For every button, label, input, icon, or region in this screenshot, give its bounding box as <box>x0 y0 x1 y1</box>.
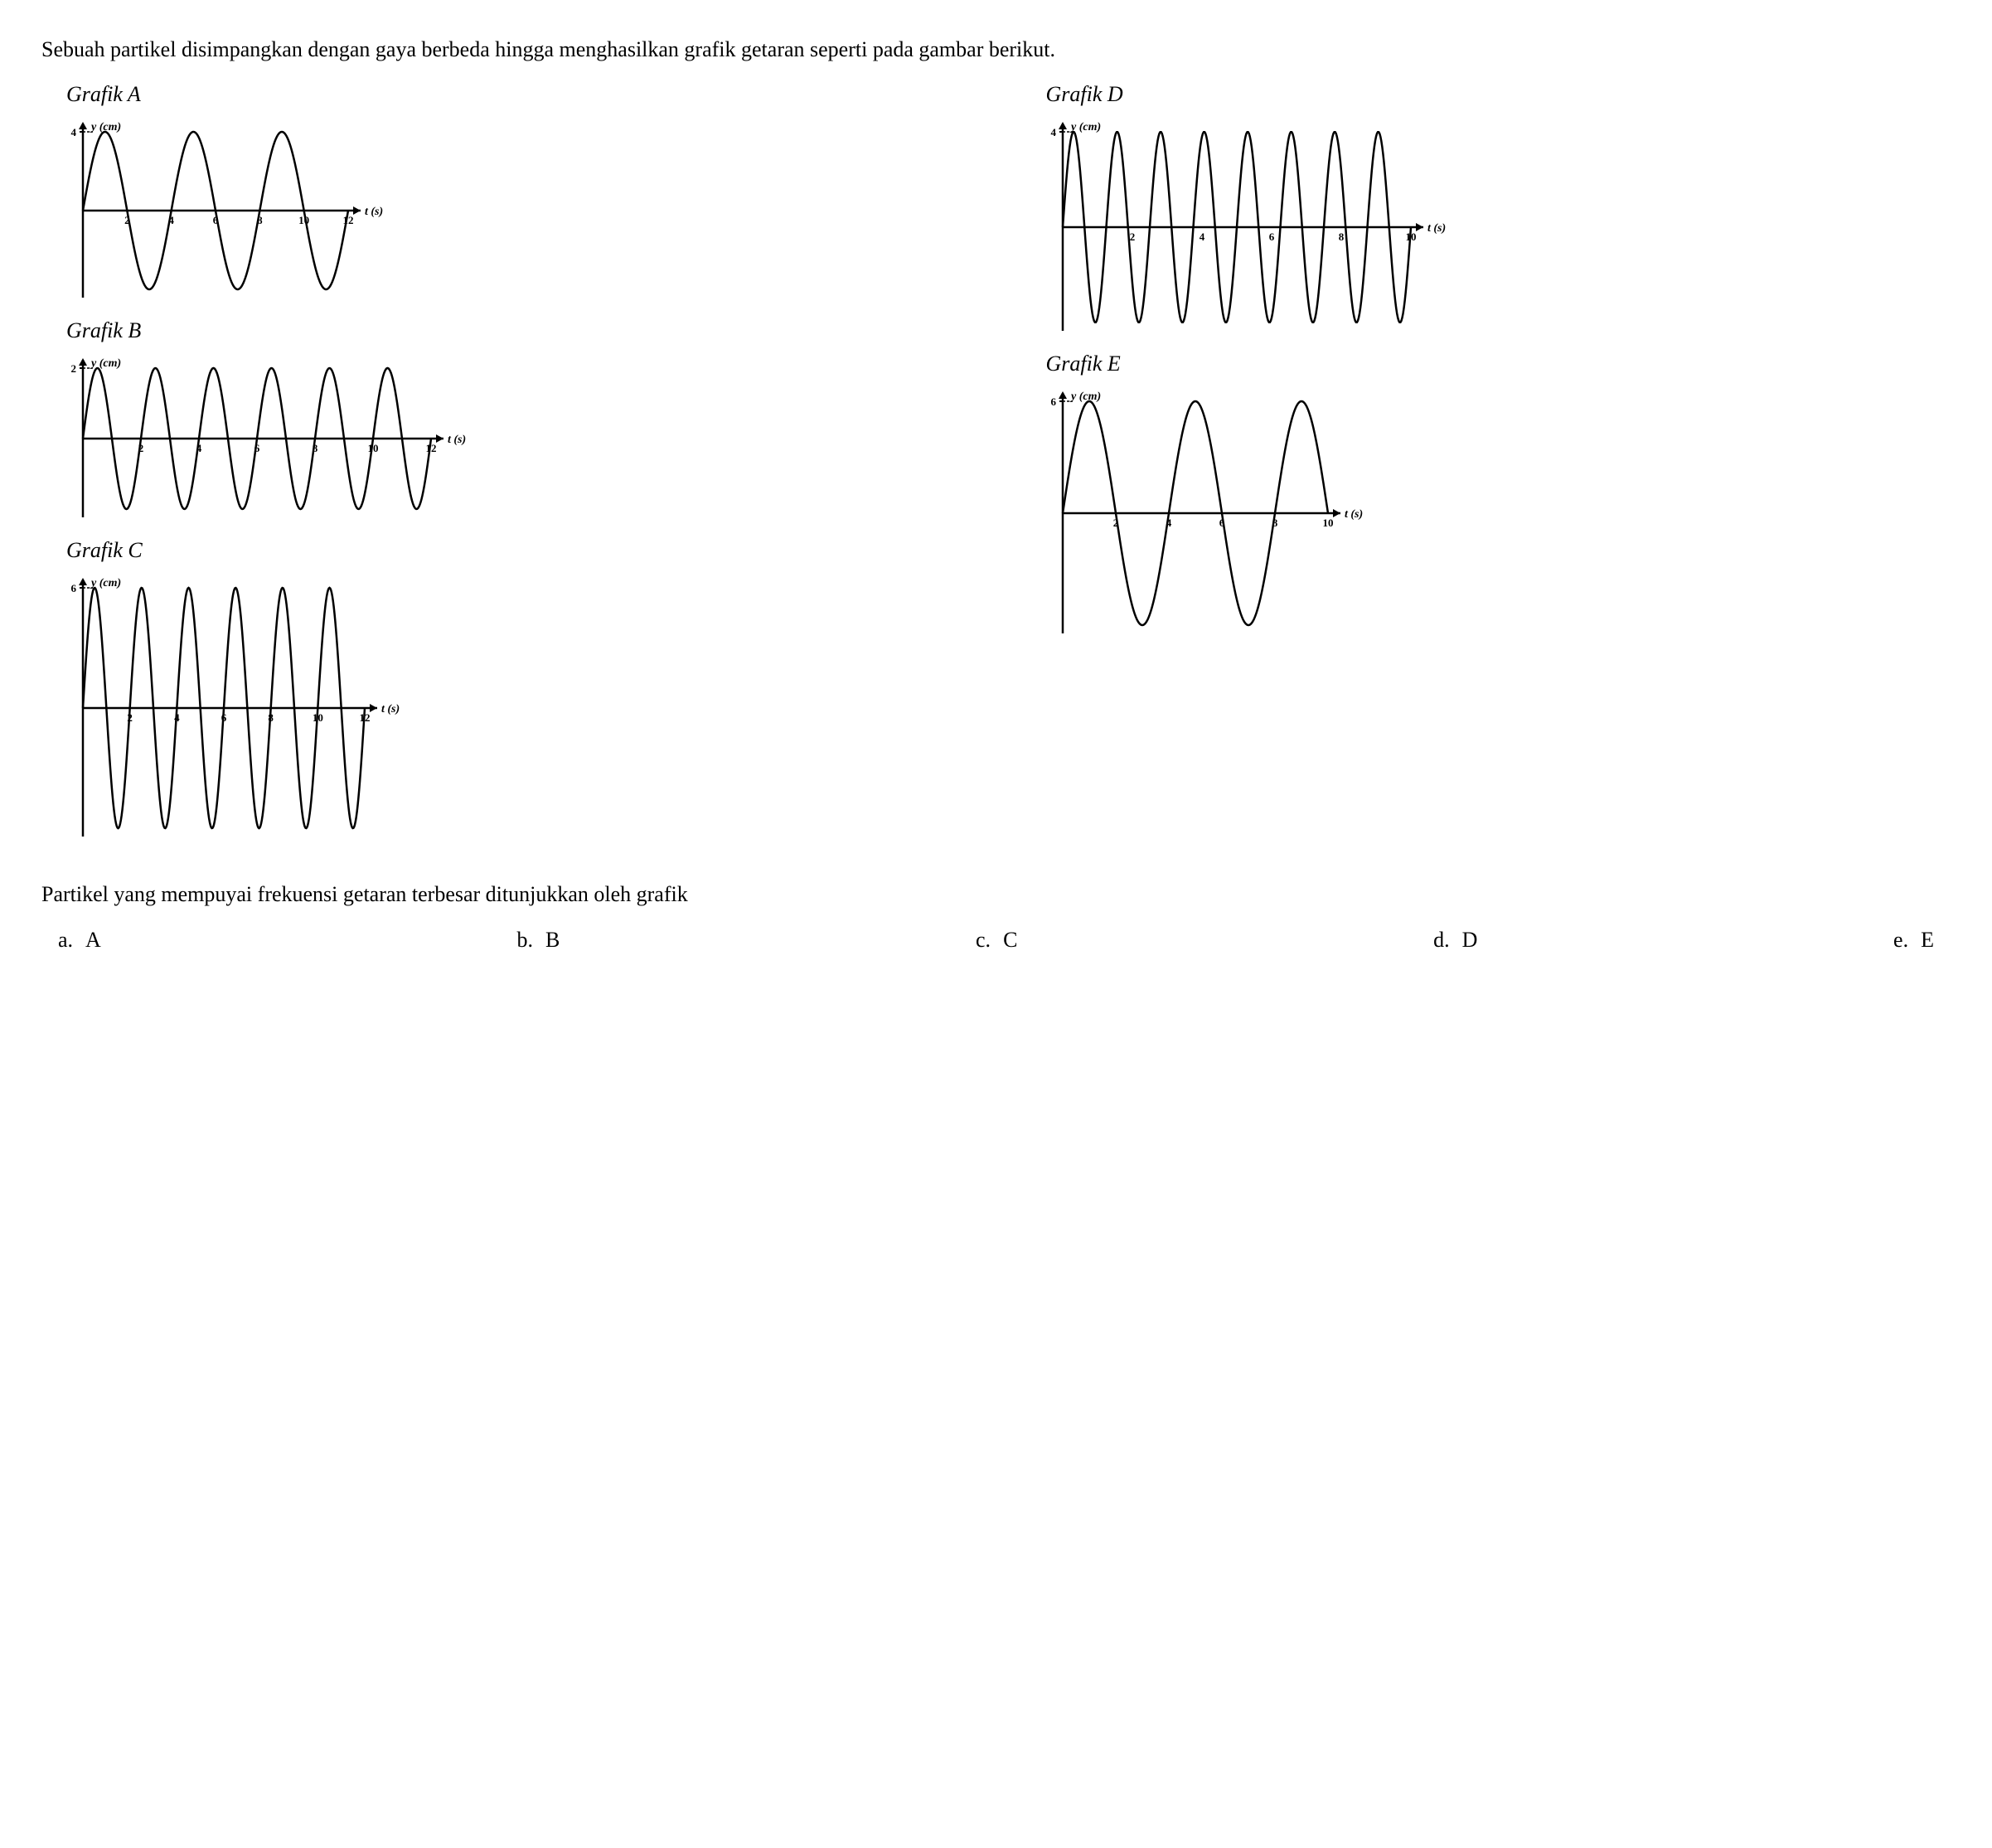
svg-text:6: 6 <box>254 442 260 454</box>
svg-text:4: 4 <box>196 442 202 454</box>
chart-block-e: Grafik E 6 y (cm) t (s) 2 4 6 8 10 <box>1021 352 1951 646</box>
svg-text:10: 10 <box>1322 517 1333 529</box>
right-column: Grafik D 4 y (cm) t (s) 2 4 6 8 10 Grafik E … <box>1021 82 1951 857</box>
option-letter: c. <box>976 928 991 953</box>
svg-text:6: 6 <box>1268 230 1274 243</box>
svg-text:4: 4 <box>1050 126 1056 138</box>
svg-text:6: 6 <box>71 582 77 594</box>
conclusion-text: Partikel yang mempuyai frekuensi getaran… <box>41 882 1951 907</box>
svg-text:6: 6 <box>213 214 219 226</box>
chart-block-d: Grafik D 4 y (cm) t (s) 246810 <box>1021 82 1951 343</box>
svg-text:6: 6 <box>1219 517 1224 529</box>
svg-text:12: 12 <box>343 214 354 226</box>
svg-text:t (s): t (s) <box>381 703 400 715</box>
svg-text:8: 8 <box>257 214 263 226</box>
option-letter: b. <box>517 928 534 953</box>
svg-text:6: 6 <box>1050 395 1056 408</box>
svg-text:10: 10 <box>1405 230 1416 243</box>
left-column: Grafik A 4 y (cm) t (s) 2 4 6 8 10 12 Grafik … <box>41 82 972 857</box>
question-text: Sebuah partikel disimpangkan dengan gaya… <box>41 33 1951 65</box>
svg-text:y (cm): y (cm) <box>90 357 121 370</box>
svg-text:t (s): t (s) <box>448 434 466 446</box>
charts-container: Grafik A 4 y (cm) t (s) 2 4 6 8 10 12 Grafik … <box>41 82 1951 857</box>
svg-text:2: 2 <box>71 362 77 375</box>
option-value: C <box>1003 928 1017 953</box>
chart-title-b: Grafik B <box>41 318 972 343</box>
svg-text:6: 6 <box>221 711 227 724</box>
chart-title-a: Grafik A <box>41 82 972 107</box>
svg-text:4: 4 <box>71 126 77 138</box>
svg-text:4: 4 <box>1199 230 1204 243</box>
chart-d: 4 y (cm) t (s) 246810 <box>1021 111 1951 343</box>
option-letter: d. <box>1433 928 1450 953</box>
chart-a: 4 y (cm) t (s) 24681012 <box>41 111 972 310</box>
option-c[interactable]: c. C <box>976 928 1017 953</box>
svg-text:10: 10 <box>368 442 379 454</box>
svg-text:8: 8 <box>268 711 274 724</box>
svg-text:2: 2 <box>1129 230 1135 243</box>
svg-text:t (s): t (s) <box>1345 508 1363 521</box>
option-value: A <box>85 928 101 953</box>
option-letter: a. <box>58 928 73 953</box>
option-d[interactable]: d. D <box>1433 928 1477 953</box>
option-b[interactable]: b. B <box>517 928 560 953</box>
chart-block-b: Grafik B 2 y (cm) t (s) 2 4 6 8 10 12 <box>41 318 972 530</box>
svg-text:2: 2 <box>124 214 130 226</box>
svg-text:4: 4 <box>168 214 174 226</box>
svg-text:4: 4 <box>1166 517 1171 529</box>
chart-b: 2 y (cm) t (s) 2 4 6 8 10 12 <box>41 347 972 530</box>
svg-text:y (cm): y (cm) <box>1069 390 1101 403</box>
svg-text:8: 8 <box>1272 517 1277 529</box>
chart-e: 6 y (cm) t (s) 2 4 6 8 10 <box>1021 381 1951 646</box>
svg-text:2: 2 <box>127 711 133 724</box>
svg-text:2: 2 <box>138 442 144 454</box>
svg-text:10: 10 <box>313 711 323 724</box>
options-row: a. A b. B c. C d. D e. E <box>41 928 1951 953</box>
chart-title-d: Grafik D <box>1021 82 1951 107</box>
svg-text:8: 8 <box>1338 230 1344 243</box>
svg-text:10: 10 <box>298 214 309 226</box>
option-value: D <box>1462 928 1478 953</box>
svg-text:2: 2 <box>1112 517 1118 529</box>
chart-title-e: Grafik E <box>1021 352 1951 376</box>
option-letter: e. <box>1893 928 1908 953</box>
option-a[interactable]: a. A <box>58 928 101 953</box>
svg-text:4: 4 <box>174 711 180 724</box>
svg-text:t (s): t (s) <box>365 206 383 218</box>
chart-block-c: Grafik C 6 y (cm) t (s) 24681012 <box>41 538 972 849</box>
chart-title-c: Grafik C <box>41 538 972 563</box>
svg-text:12: 12 <box>360 711 371 724</box>
option-e[interactable]: e. E <box>1893 928 1934 953</box>
chart-c: 6 y (cm) t (s) 24681012 <box>41 567 972 849</box>
svg-text:t (s): t (s) <box>1427 222 1446 235</box>
option-value: B <box>545 928 560 953</box>
svg-text:12: 12 <box>426 442 437 454</box>
svg-text:8: 8 <box>313 442 318 454</box>
chart-block-a: Grafik A 4 y (cm) t (s) 24681012 <box>41 82 972 310</box>
option-value: E <box>1921 928 1934 953</box>
